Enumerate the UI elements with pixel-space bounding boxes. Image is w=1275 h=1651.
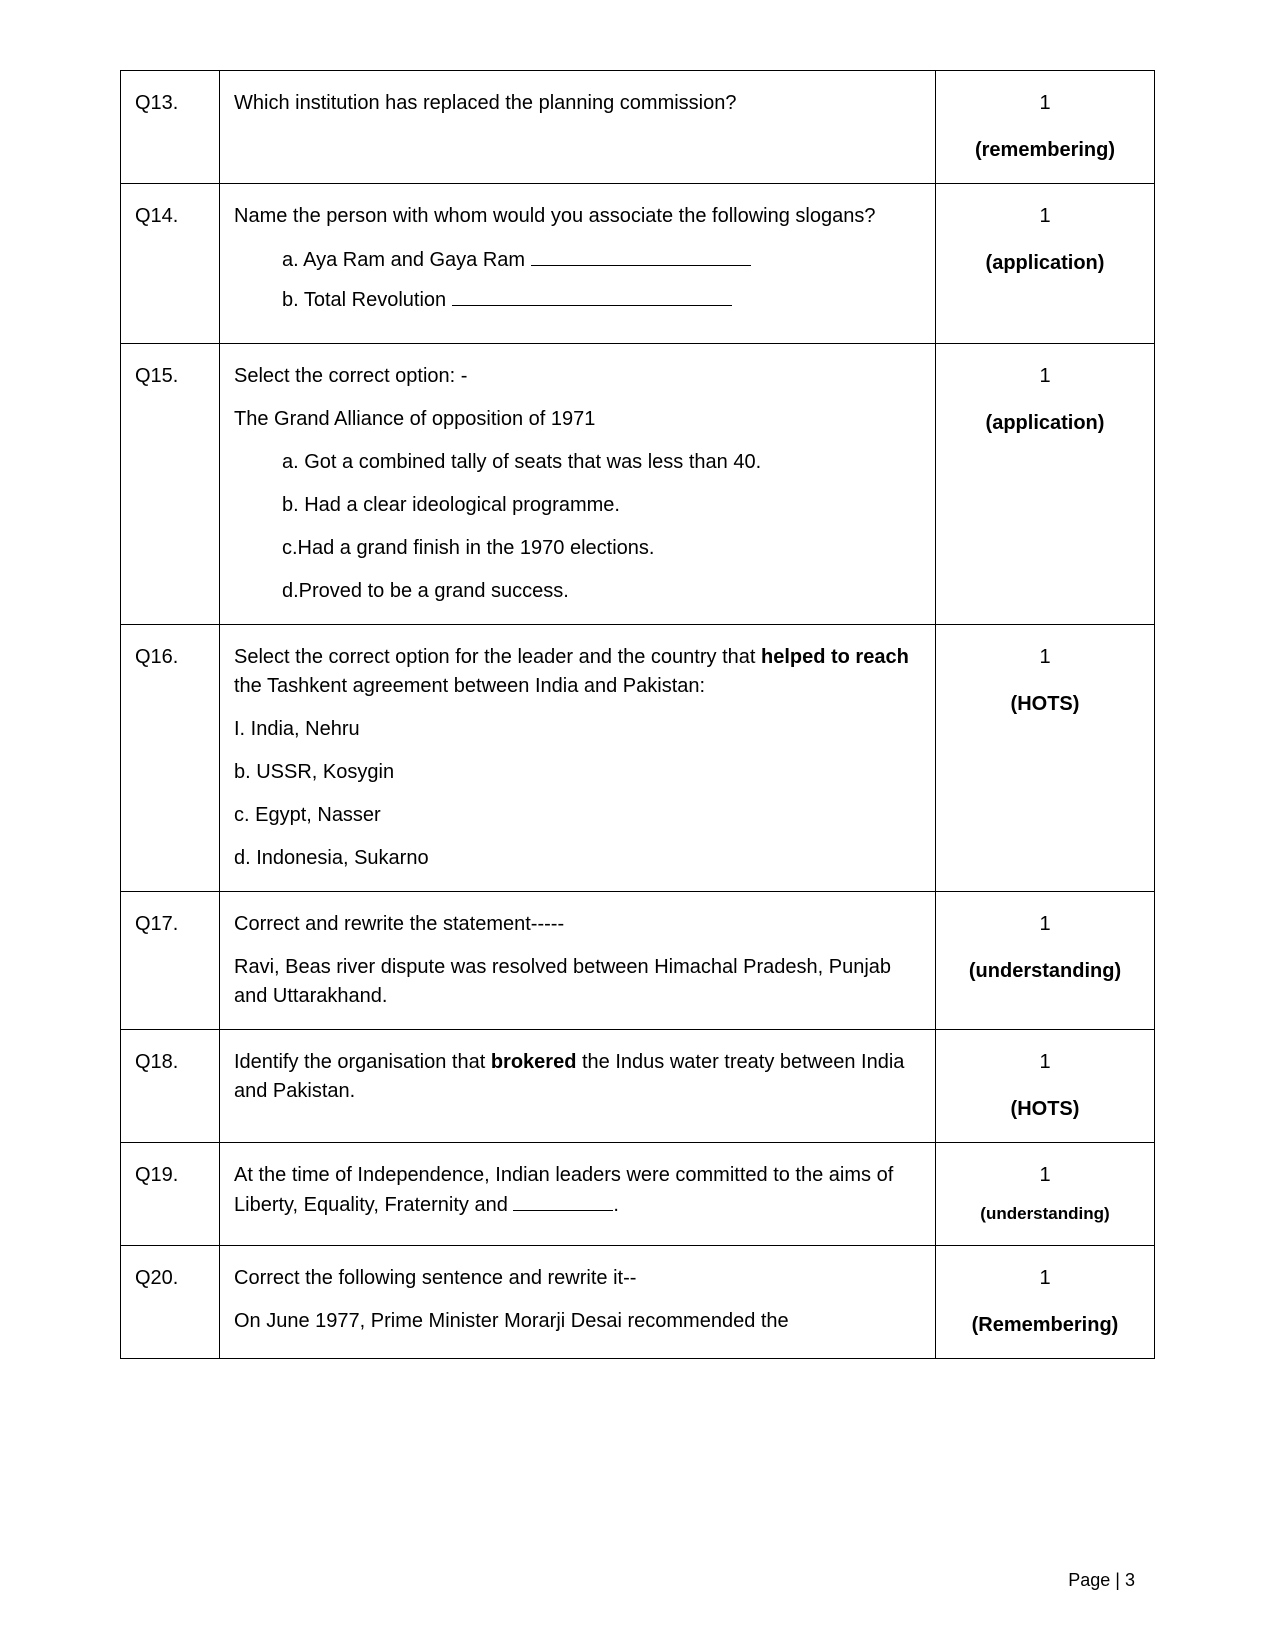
statement-lead: Correct and rewrite the statement----- [234,910,921,939]
mcq-option: b. USSR, Kosygin [234,758,921,787]
mcq-option: c. Egypt, Nasser [234,801,921,830]
lead-post: the Tashkent agreement between India and… [234,675,705,697]
question-number: Q18. [121,1030,220,1143]
fill-blank [531,245,751,266]
slogan-label: b. Total Revolution [282,289,452,311]
page-number: Page | 3 [1068,1570,1135,1591]
marks-tag: (understanding) [950,957,1140,986]
fill-blank [452,285,732,306]
marks-cell: 1 (understanding) [936,1143,1155,1246]
question-number: Q14. [121,184,220,344]
table-row: Q18.Identify the organisation that broke… [121,1030,1155,1143]
marks-number: 1 [950,89,1140,118]
marks-number: 1 [950,202,1140,231]
statement-lead: Correct the following sentence and rewri… [234,1264,921,1293]
question-body: Name the person with whom would you asso… [220,184,936,344]
slogan-item: a. Aya Ram and Gaya Ram [234,245,921,275]
marks-cell: 1 (understanding) [936,892,1155,1030]
marks-number: 1 [950,1048,1140,1077]
marks-number: 1 [950,1264,1140,1293]
mcq-option: I. India, Nehru [234,715,921,744]
question-body: Select the correct option: - The Grand Al… [220,344,936,625]
marks-tag: (HOTS) [950,1095,1140,1124]
table-row: Q19.At the time of Independence, Indian … [121,1143,1155,1246]
lead-pre: Select the correct option for the leader… [234,646,761,668]
marks-tag: (remembering) [950,136,1140,165]
mcq-option: a. Got a combined tally of seats that wa… [234,448,921,477]
questions-table: Q13. Which institution has replaced the p… [120,70,1155,1359]
statement-body: On June 1977, Prime Minister Morarji Des… [234,1307,921,1336]
marks-cell: 1 (HOTS) [936,1030,1155,1143]
question-body: Which institution has replaced the plann… [220,71,936,184]
marks-cell: 1 (Remembering) [936,1245,1155,1358]
table-row: Q15. Select the correct option: - The Gran… [121,344,1155,625]
text-post: . [613,1194,619,1216]
table-row: Q14. Name the person with whom would you … [121,184,1155,344]
question-lead: Name the person with whom would you asso… [234,202,921,231]
table-row: Q13. Which institution has replaced the p… [121,71,1155,184]
question-number: Q20. [121,1245,220,1358]
question-body: At the time of Independence, Indian lead… [220,1143,936,1246]
slogan-label: a. Aya Ram and Gaya Ram [282,249,531,271]
fill-blank [513,1190,613,1211]
marks-tag: (understanding) [950,1202,1140,1227]
mcq-option: d.Proved to be a grand success. [234,577,921,606]
question-text: Which institution has replaced the plann… [234,89,921,118]
statement-body: Ravi, Beas river dispute was resolved be… [234,953,921,1011]
mcq-option: d. Indonesia, Sukarno [234,844,921,873]
mcq-option: c.Had a grand finish in the 1970 electio… [234,534,921,563]
question-body: Select the correct option for the leader… [220,625,936,892]
mcq-lead: Select the correct option for the leader… [234,643,921,701]
question-text: At the time of Independence, Indian lead… [234,1161,921,1220]
question-number: Q16. [121,625,220,892]
lead-bold: helped to reach [761,646,909,668]
marks-cell: 1 (application) [936,184,1155,344]
question-number: Q15. [121,344,220,625]
table-row: Q16. Select the correct option for the le… [121,625,1155,892]
marks-number: 1 [950,643,1140,672]
table-row: Q20. Correct the following sentence and r… [121,1245,1155,1358]
marks-number: 1 [950,1161,1140,1190]
marks-tag: (Remembering) [950,1311,1140,1340]
question-number: Q13. [121,71,220,184]
marks-number: 1 [950,910,1140,939]
page-container: Q13. Which institution has replaced the p… [0,0,1275,1399]
marks-number: 1 [950,362,1140,391]
text-bold: brokered [491,1051,577,1073]
mcq-lead: Select the correct option: - [234,362,921,391]
mcq-stem: The Grand Alliance of opposition of 1971 [234,405,921,434]
question-number: Q19. [121,1143,220,1246]
question-number: Q17. [121,892,220,1030]
table-row: Q17.Correct and rewrite the statement---… [121,892,1155,1030]
question-body: Identify the organisation that brokered … [220,1030,936,1143]
marks-tag: (application) [950,409,1140,438]
question-text: Identify the organisation that brokered … [234,1048,921,1106]
mcq-option: b. Had a clear ideological programme. [234,491,921,520]
marks-tag: (HOTS) [950,690,1140,719]
marks-cell: 1 (HOTS) [936,625,1155,892]
marks-cell: 1 (remembering) [936,71,1155,184]
question-body: Correct the following sentence and rewri… [220,1245,936,1358]
marks-cell: 1 (application) [936,344,1155,625]
text-pre: Identify the organisation that [234,1051,491,1073]
slogan-item: b. Total Revolution [234,285,921,315]
marks-tag: (application) [950,249,1140,278]
question-body: Correct and rewrite the statement----- Ra… [220,892,936,1030]
